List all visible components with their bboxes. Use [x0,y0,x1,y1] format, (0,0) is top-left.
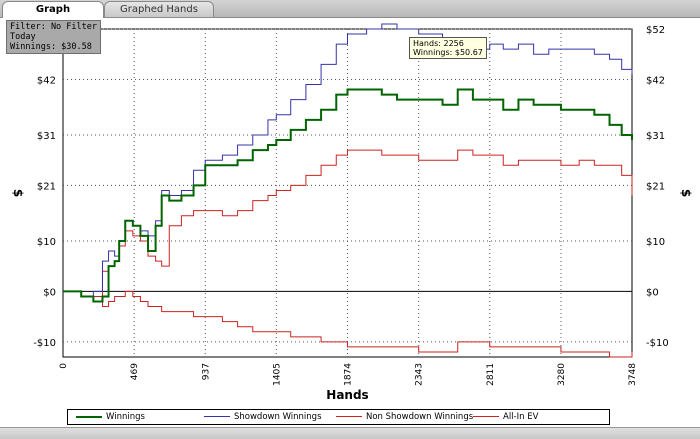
bottom-strip [0,427,700,439]
tab-graph[interactable]: Graph [2,1,104,18]
y-tick-label-right: $31 [646,131,665,142]
x-tick-label: 3280 [557,363,567,386]
y-axis-label-right: $ [679,189,693,197]
tab-bar: Graph Graphed Hands [0,0,700,18]
y-tick-label-right: -$10 [646,338,669,349]
x-tick-label: 1874 [344,363,354,386]
y-tick-label-right: $0 [646,287,659,298]
tab-graphed-hands[interactable]: Graphed Hands [104,1,214,17]
legend-item-showdown-winnings: Showdown Winnings [204,410,322,424]
filter-text: Filter: No Filter [10,22,97,32]
legend-swatch [473,416,499,417]
y-tick-label-left: $10 [37,237,56,248]
tooltip-hands: Hands: 2256 [413,39,464,48]
x-tick-label: 0 [59,363,69,369]
y-tick-label-right: $52 [646,25,665,36]
legend-item-winnings: Winnings [76,410,145,424]
x-tick-label: 1405 [272,363,282,386]
x-axis-label: Hands [326,388,368,402]
legend-label: Non Showdown Winnings [366,412,474,422]
x-tick-label: 937 [201,363,211,380]
winnings-summary: Winnings: $30.58 [10,42,92,52]
x-tick-label: 469 [130,363,140,380]
legend-label: Winnings [106,412,145,422]
series-winnings-line [63,88,633,303]
y-tick-label-left: -$10 [33,338,56,349]
legend-item-all-in-ev: All-In EV [473,410,538,424]
legend-swatch [76,415,102,418]
x-tick-label: 3748 [628,363,638,386]
data-tooltip: Hands: 2256 Winnings: $50.67 [409,37,487,59]
y-tick-label-right: $42 [646,75,665,86]
y-tick-label-left: $0 [43,287,56,298]
winnings-chart: 0 469 937 1405 1874 2343 2811 3280 3748 -$10 -$10 $… [11,23,693,402]
y-tick-label-right: $21 [646,181,665,192]
y-axis-label-left: $ [11,189,25,197]
chart-legend: Winnings Showdown Winnings Non Showdown Wi… [67,409,610,425]
legend-swatch [336,416,362,417]
y-tick-label-left: $31 [37,131,56,142]
tooltip-winnings: Winnings: $50.67 [413,48,483,57]
legend-label: Showdown Winnings [234,412,322,422]
y-tick-label-left: $42 [37,75,56,86]
x-tick-label: 2343 [415,363,425,386]
legend-label: All-In EV [503,412,539,422]
series-all-in-ev-line [63,149,633,297]
x-tick-label: 2811 [486,363,496,386]
filter-info-box: Filter: No Filter Today Winnings: $30.58 [6,20,101,54]
legend-swatch [204,416,230,417]
y-tick-label-right: $10 [646,237,665,248]
legend-item-non-showdown-winnings: Non Showdown Winnings [336,410,473,424]
series-non-showdown-winnings-line [63,290,633,358]
period-text: Today [10,32,36,42]
y-tick-label-left: $21 [37,181,56,192]
